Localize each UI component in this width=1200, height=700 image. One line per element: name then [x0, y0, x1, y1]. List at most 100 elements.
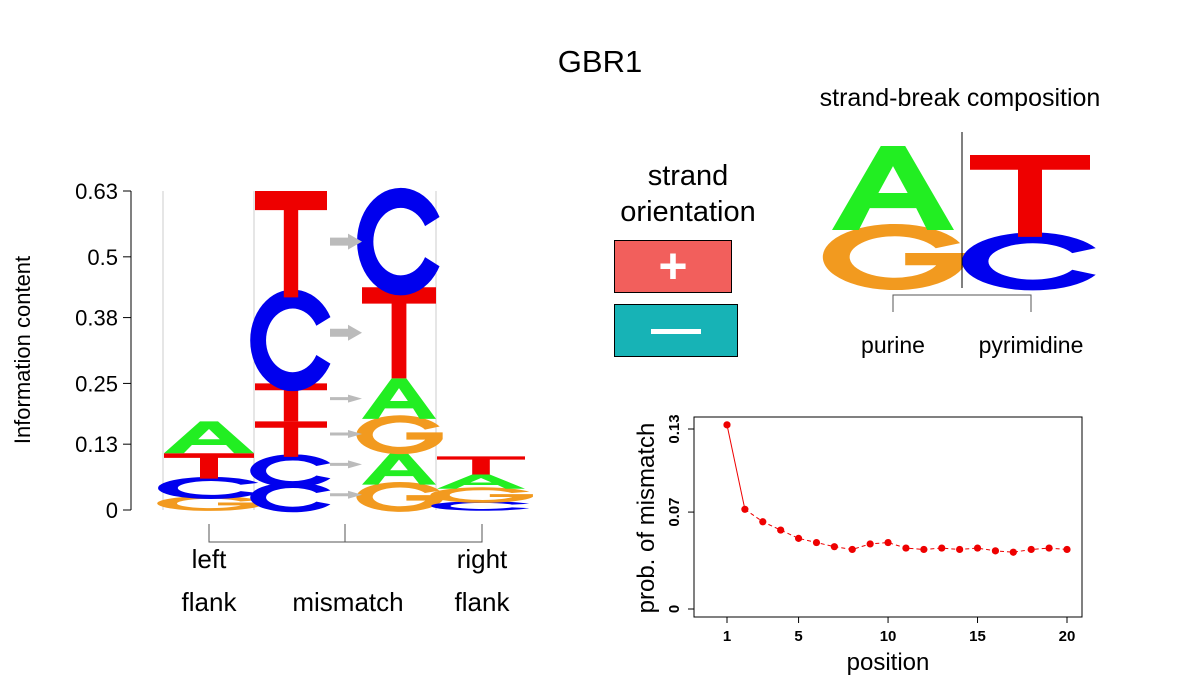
logo-letter-a-shape	[437, 474, 525, 489]
data-point	[1009, 548, 1017, 556]
data-point	[1063, 545, 1071, 554]
line-chart-x-label: position	[847, 649, 930, 676]
x-tick-label: 20	[1059, 628, 1076, 645]
strand-title-line-1: strand	[647, 160, 729, 192]
logo-y-tick-label: 0	[106, 498, 118, 523]
mismatch-arrow	[330, 490, 362, 499]
mismatch-arrow	[330, 233, 362, 250]
logo-letter-t-shape	[255, 383, 327, 422]
logo-letter-t	[362, 287, 436, 379]
logo-letter-g-shape	[157, 495, 263, 511]
logo-letter-t-shape	[437, 456, 525, 475]
data-point	[794, 534, 803, 542]
logo-letter-c	[250, 289, 331, 392]
logo-letter-g	[356, 415, 443, 455]
main-title: GBR1	[557, 44, 643, 79]
logo-letter-t-shape	[362, 287, 436, 379]
strand-break-letter-t	[970, 154, 1090, 237]
strand-title-line-2: orientation	[620, 196, 756, 228]
strand-break-letter-g	[822, 223, 965, 291]
logo-letter-t	[255, 421, 327, 457]
logo-letter-c	[250, 482, 331, 513]
logo-letter-c	[357, 187, 440, 296]
data-point	[812, 538, 821, 547]
logo-letter-t-shape	[255, 191, 327, 298]
mismatch-arrow	[330, 394, 362, 403]
strand-orientation-title: strand orientation	[598, 158, 778, 230]
logo-letter-c	[158, 476, 259, 500]
logo-group-label: right	[457, 544, 508, 574]
logo-letter-a-shape	[362, 378, 436, 419]
logo-letter-a	[164, 421, 254, 454]
strand-break-title: strand-break composition	[819, 84, 1101, 112]
y-tick-label: 0	[666, 605, 683, 613]
minus-strand-box: —	[614, 303, 738, 357]
logo-y-tick-label: 0.38	[75, 306, 118, 331]
logo-letter-g	[157, 495, 263, 511]
logo-letter-g-shape	[356, 481, 443, 512]
logo-letter-t-shape	[255, 421, 327, 457]
strand-break-letter-a	[832, 146, 954, 230]
logo-letter-c-shape	[250, 289, 331, 392]
logo-letter-c-shape	[250, 482, 331, 513]
data-point	[759, 518, 767, 526]
strand-break-bracket	[892, 294, 1032, 312]
logo-letter-a-shape	[362, 451, 436, 485]
x-tick-label: 5	[794, 628, 802, 645]
logo-letter-t-shape	[164, 453, 254, 479]
data-point	[938, 544, 946, 552]
data-point	[848, 545, 856, 554]
pyrimidine-label: pyrimidine	[979, 332, 1084, 358]
data-point	[723, 421, 731, 429]
logo-y-tick-label: 0.25	[75, 371, 118, 396]
logo-letter-t	[164, 453, 254, 479]
logo-letter-g	[356, 481, 443, 512]
data-point	[902, 544, 910, 552]
data-point	[884, 538, 892, 547]
line-chart-y-label: prob. of mismatch	[633, 423, 660, 614]
x-tick-label: 10	[880, 628, 897, 645]
logo-group-label: flank	[182, 587, 238, 617]
data-point	[1045, 544, 1053, 552]
data-point	[956, 545, 964, 554]
logo-letter-c-shape	[158, 476, 259, 500]
logo-letter-a-shape	[164, 421, 254, 454]
logo-letter-a	[362, 451, 436, 485]
logo-letter-g-shape	[356, 415, 443, 455]
mismatch-arrow	[330, 460, 362, 469]
logo-letter-t	[437, 456, 525, 475]
strand-break-letter-c-shape	[962, 232, 1096, 291]
logo-y-tick-label: 0.63	[75, 179, 118, 204]
strand-break-letter-t-shape	[970, 154, 1090, 237]
y-tick-label: 0.07	[666, 497, 683, 526]
logo-y-tick-label: 0.13	[75, 432, 118, 457]
strand-break-letter-a-shape	[832, 146, 954, 230]
data-point	[991, 547, 1000, 555]
mismatch-arrow	[330, 324, 362, 341]
data-point	[1027, 545, 1035, 554]
logo-letter-c-shape	[431, 501, 530, 511]
data-point	[920, 545, 928, 554]
data-point	[741, 505, 749, 513]
data-point	[866, 540, 874, 548]
plus-strand-box: +	[614, 240, 732, 293]
series-segment	[726, 424, 746, 510]
logo-letter-c	[431, 501, 530, 511]
logo-letter-a	[437, 474, 525, 489]
strand-break-letter-g-shape	[822, 223, 965, 291]
logo-letter-c-shape	[250, 454, 331, 488]
x-tick-label: 1	[723, 628, 731, 645]
purine-label: purine	[861, 332, 925, 358]
y-tick-label: 0.13	[666, 414, 683, 443]
logo-letter-t	[255, 191, 327, 298]
logo-group-label: mismatch	[292, 587, 403, 617]
data-point	[973, 544, 982, 552]
logo-letter-c	[250, 454, 331, 488]
logo-letter-c-shape	[357, 187, 440, 296]
x-tick-label: 15	[969, 628, 986, 645]
data-point	[777, 526, 785, 534]
logo-y-tick-label: 0.5	[87, 245, 118, 270]
logo-letter-t	[255, 383, 327, 422]
data-point	[830, 543, 838, 551]
